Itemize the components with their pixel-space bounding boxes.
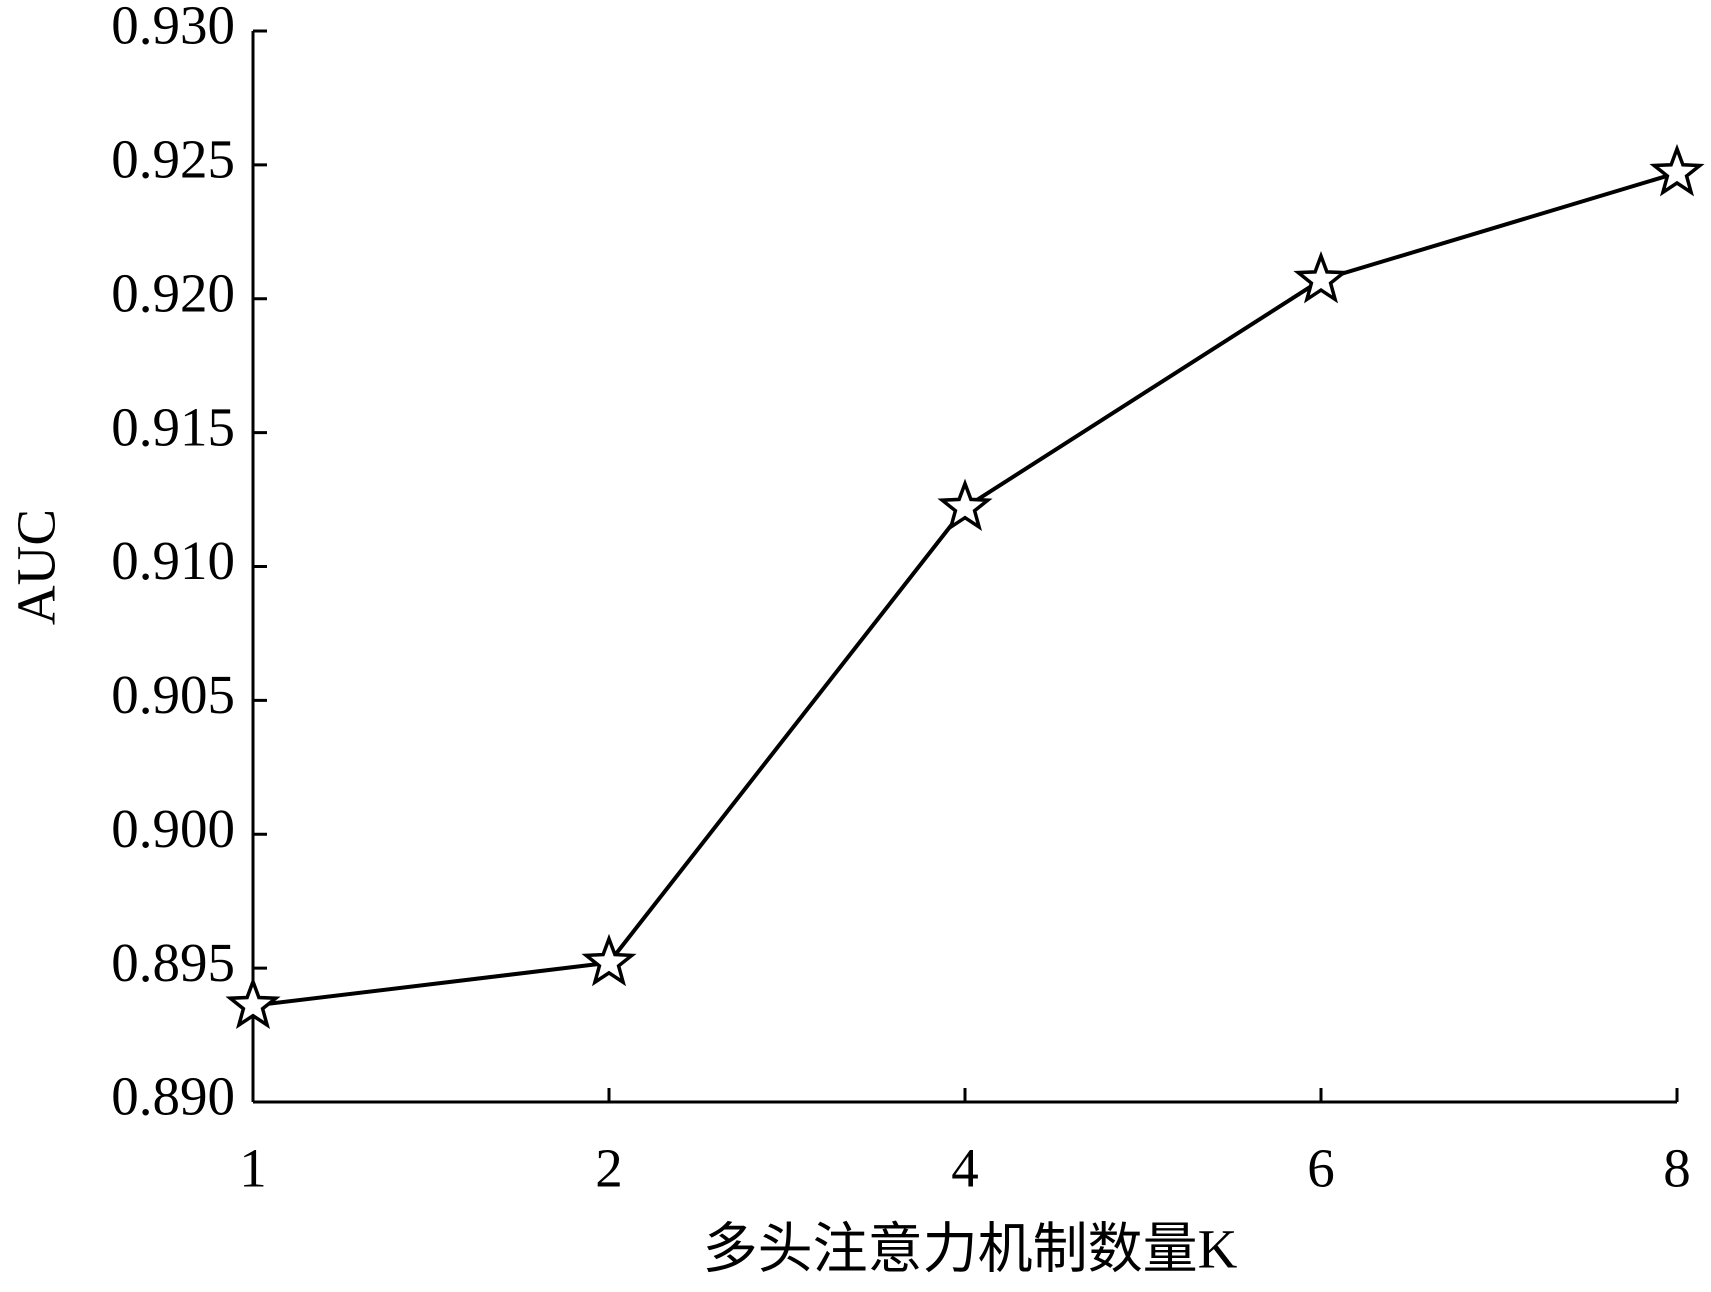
- line: [252, 170, 1678, 1008]
- y-tick-label: 0.930: [111, 0, 235, 56]
- y-tick-label: 0.890: [111, 1066, 235, 1127]
- marker: [1293, 250, 1349, 304]
- marker: [581, 933, 637, 987]
- y-tick-label: 0.925: [111, 129, 235, 190]
- y-axis-label: AUC: [6, 509, 67, 625]
- x-tick-label: 1: [239, 1138, 267, 1199]
- marker: [937, 478, 993, 532]
- y-tick-label: 0.920: [111, 262, 235, 323]
- y-tick-label: 0.905: [111, 664, 235, 725]
- marker: [1649, 143, 1705, 197]
- x-tick-label: 6: [1307, 1138, 1335, 1199]
- y-tick-label: 0.900: [111, 798, 235, 859]
- x-tick-label: 2: [595, 1138, 623, 1199]
- y-tick-label: 0.895: [111, 932, 235, 993]
- x-axis-label: 多头注意力机制数量K: [703, 1219, 1238, 1280]
- x-tick-label: 8: [1663, 1138, 1691, 1199]
- x-tick-label: 4: [951, 1138, 979, 1199]
- marker: [225, 976, 281, 1030]
- y-tick-label: 0.910: [111, 530, 235, 591]
- y-tick-label: 0.915: [111, 396, 235, 457]
